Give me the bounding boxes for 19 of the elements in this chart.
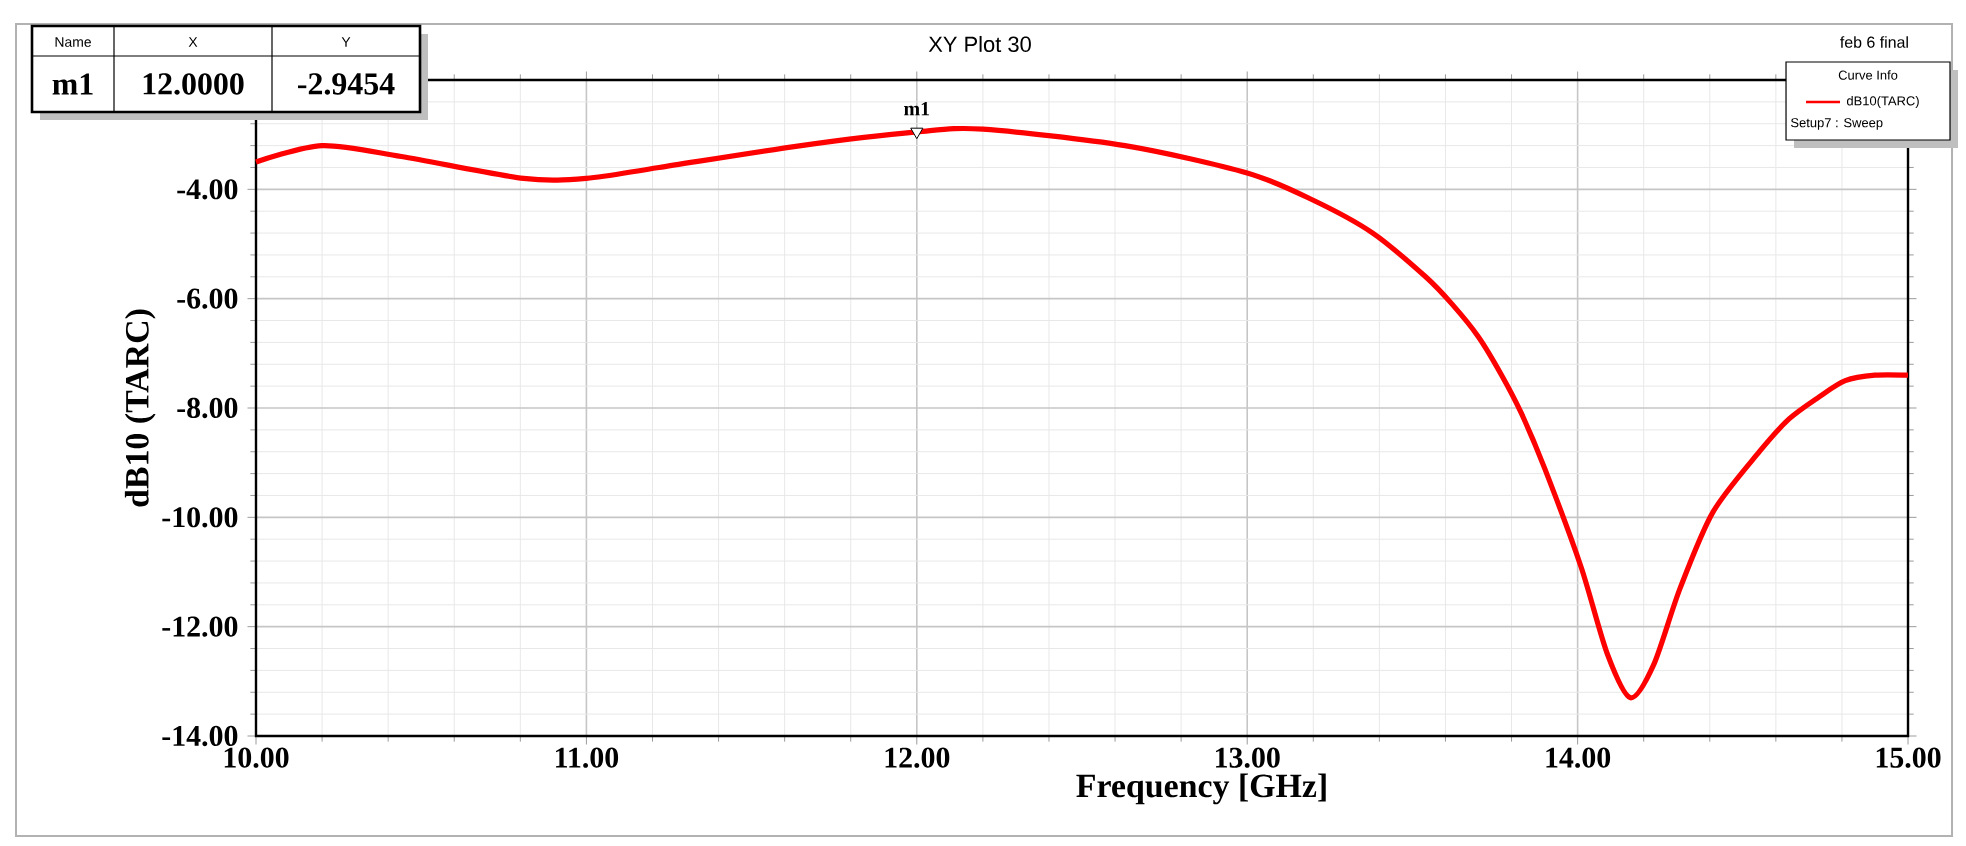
y-axis-title: dB10 (TARC) [124,309,156,507]
y-tick-label: -8.00 [177,397,238,419]
x-tick-label: 15.00 [1876,747,1941,768]
y-tick-label: -14.00 [162,725,238,747]
y-tick-label: -4.00 [177,179,238,200]
x-tick-label: 10.00 [224,747,289,768]
text: m1 [52,73,93,95]
x-axis-title: Frequency [GHz] [1076,773,1326,805]
annotation: -2.9454 [298,73,395,95]
chart-title: XY Plot 30 [928,35,1031,53]
x-tick-label: 11.00 [556,747,619,768]
y-tick-label: -12.00 [162,616,238,637]
text: 12.0000 [143,73,244,95]
x-tick-label: 14.00 [1546,747,1611,768]
x-tick-label: 13.00 [1215,747,1280,768]
y-tick-label: -6.00 [177,288,238,309]
x-tick-label: 12.00 [885,747,950,768]
y-tick-label: -10.00 [162,507,238,528]
annotation: m1 [904,102,930,116]
